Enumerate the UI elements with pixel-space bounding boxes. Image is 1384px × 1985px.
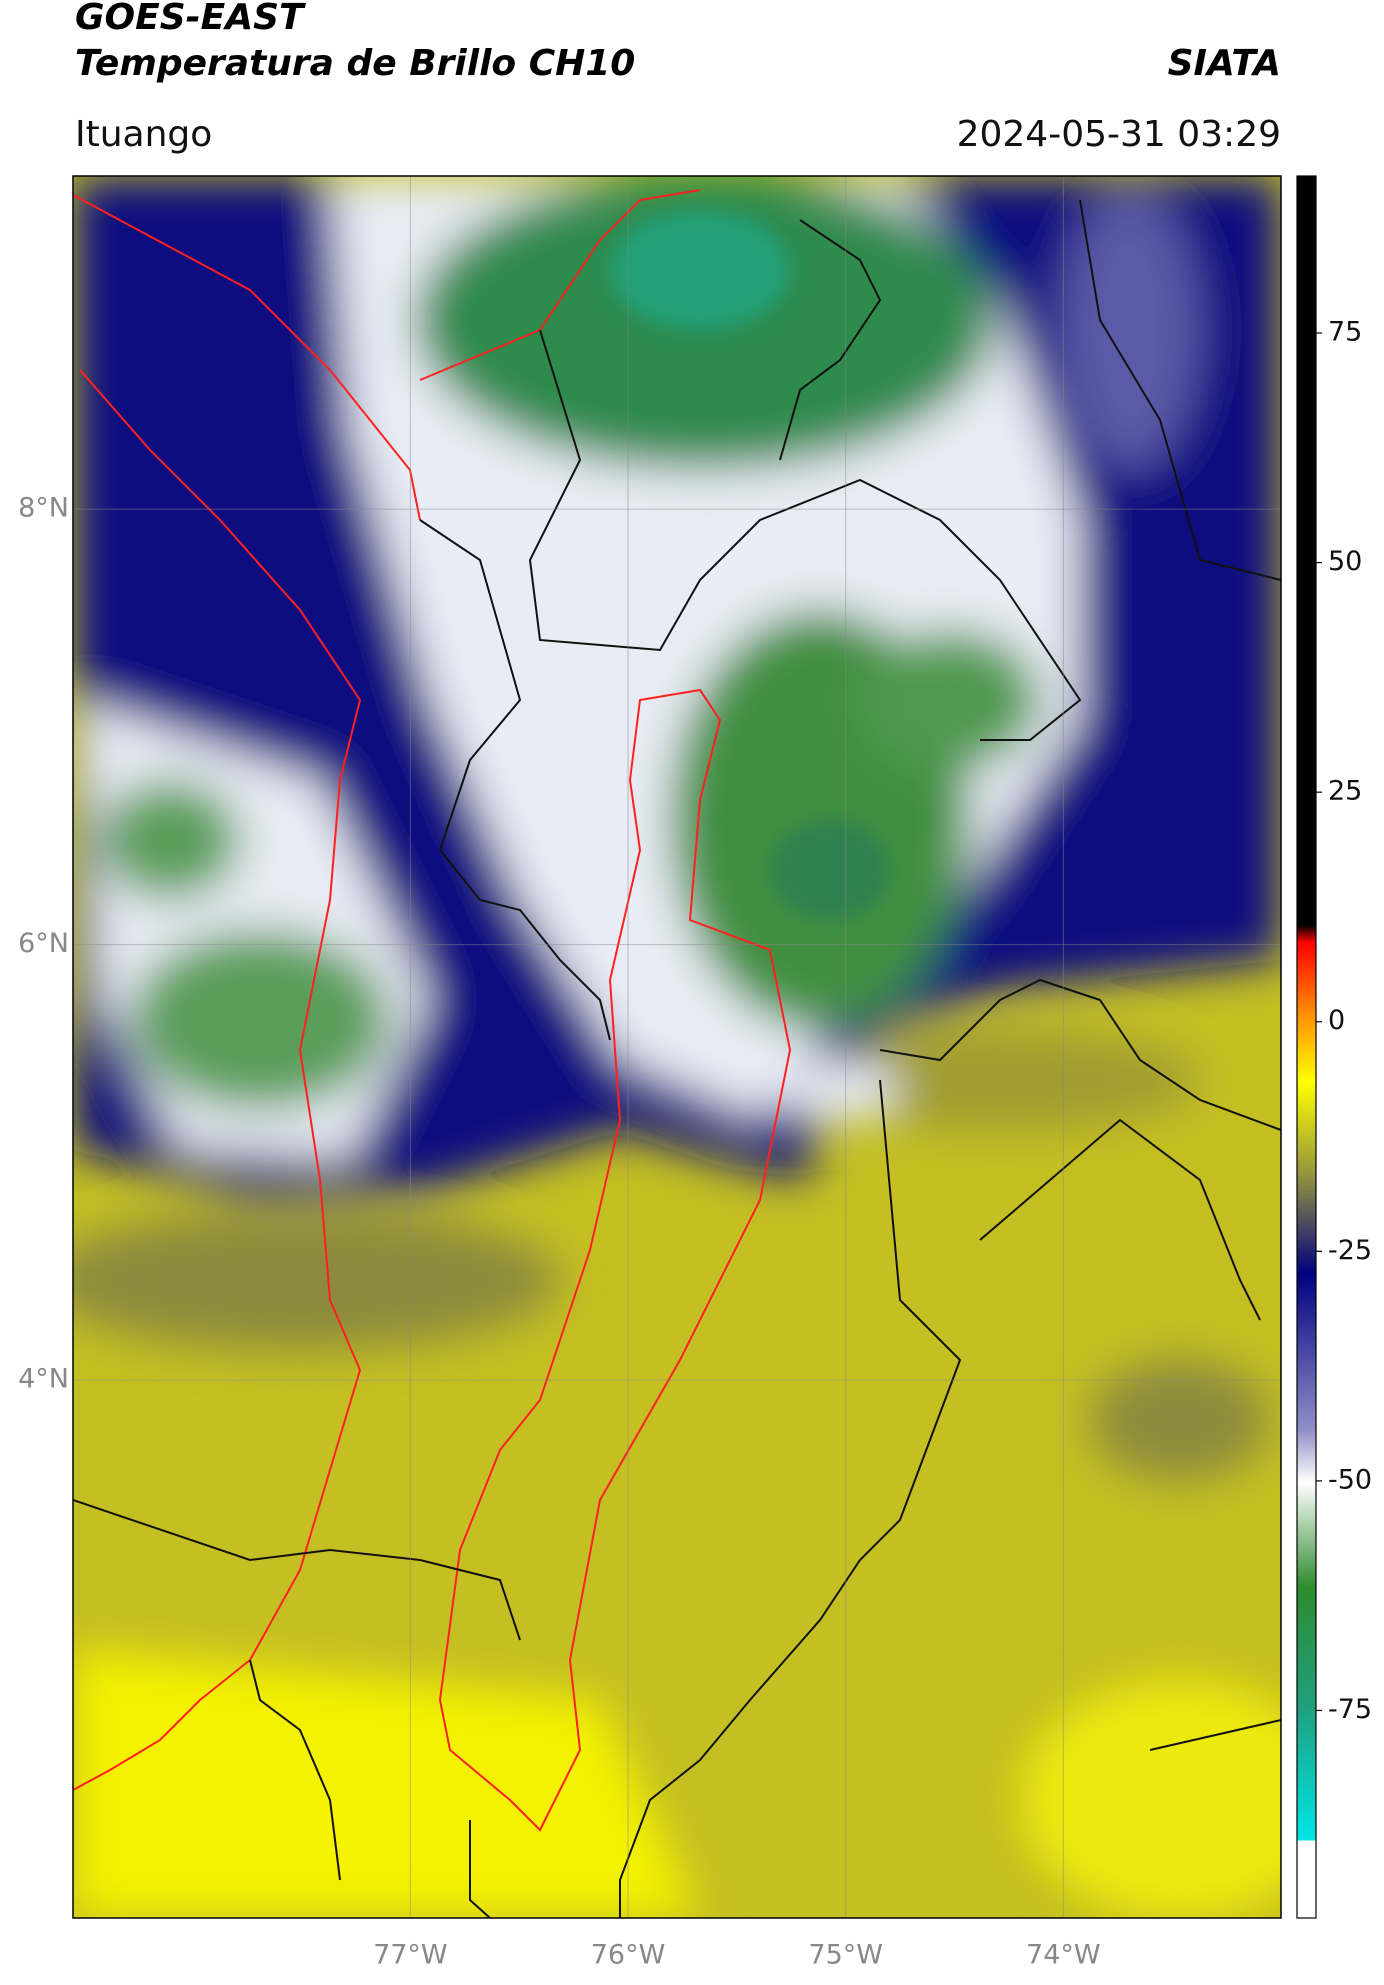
lon-tick-label: 75°W	[808, 1940, 883, 1971]
subtitle: Temperatura de Brillo CH10	[75, 43, 635, 84]
timestamp: 2024-05-31 03:29	[957, 114, 1281, 155]
colorbar-tick-label: -50	[1328, 1464, 1372, 1495]
colorbar-tick-label: 75	[1328, 317, 1362, 348]
grid	[73, 176, 1281, 1918]
location: Ituango	[75, 114, 212, 155]
lat-tick-label: 4°N	[18, 1364, 69, 1395]
colorbar-tick-label: 50	[1328, 546, 1362, 577]
lat-tick-label: 8°N	[18, 493, 69, 524]
colorbar-tick-label: -25	[1328, 1235, 1372, 1266]
title: GOES-EAST	[75, 0, 306, 38]
lon-tick-label: 74°W	[1026, 1940, 1101, 1971]
colorbar-tick-label: 0	[1328, 1005, 1345, 1036]
satellite-image	[73, 176, 1281, 1918]
map-frame	[72, 175, 1282, 1919]
lon-tick-label: 76°W	[591, 1940, 666, 1971]
colorbar	[1296, 175, 1317, 1919]
source: SIATA	[1168, 43, 1281, 84]
lon-tick-label: 77°W	[373, 1940, 448, 1971]
colorbar-tick-label: 25	[1328, 776, 1362, 807]
colorbar-tick-label: -75	[1328, 1694, 1372, 1725]
lat-tick-label: 6°N	[18, 928, 69, 959]
boundaries	[73, 189, 1281, 1918]
